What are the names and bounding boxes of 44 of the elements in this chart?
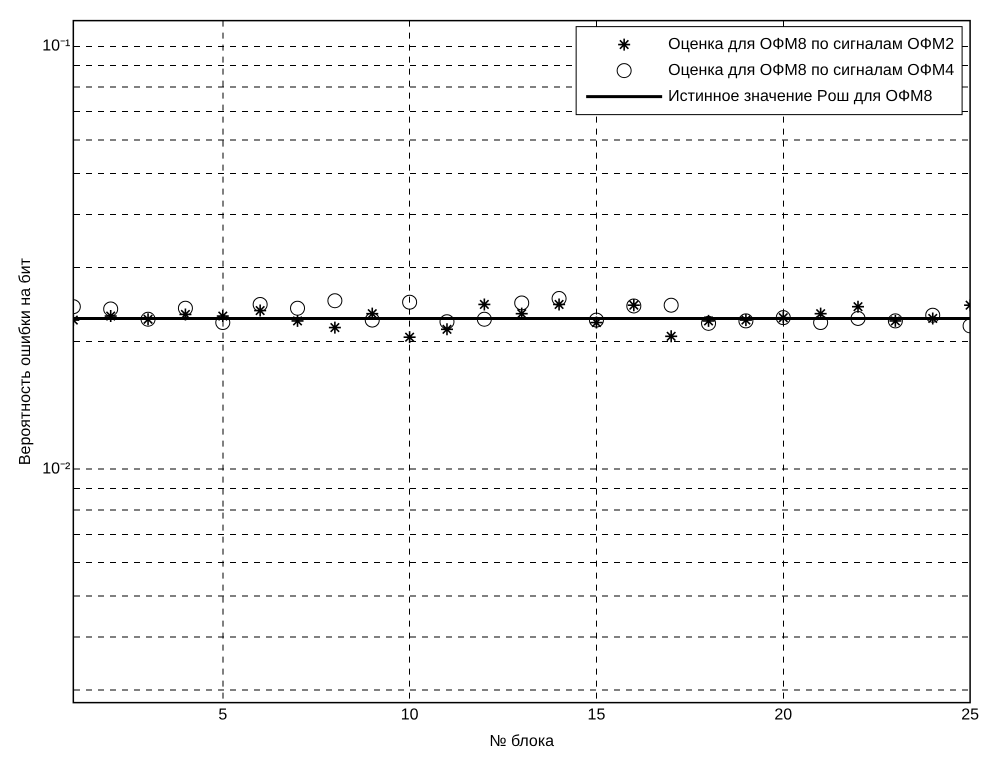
legend-label: Оценка для ОФМ8 по сигналам ОФМ4 (668, 62, 954, 80)
x-tick-label: 20 (774, 706, 792, 724)
point (103, 301, 118, 316)
point (402, 330, 416, 344)
point (588, 312, 604, 328)
point (701, 316, 716, 331)
point (552, 291, 567, 306)
point (290, 314, 304, 328)
point (215, 315, 230, 330)
point (664, 329, 678, 344)
x-tick-label: 15 (588, 706, 606, 724)
point (850, 310, 866, 326)
point (327, 293, 342, 308)
point (664, 298, 679, 313)
point (252, 296, 268, 312)
point (178, 300, 193, 316)
point (590, 316, 604, 330)
point (364, 312, 380, 328)
point (440, 322, 454, 336)
point (851, 300, 865, 314)
y-tick-label: 10⁻¹ (42, 38, 70, 55)
point (552, 298, 566, 312)
point (253, 304, 267, 318)
point (216, 309, 230, 323)
point (478, 298, 492, 312)
legend-label: Истинное значение Pош для ОФМ8 (668, 88, 932, 106)
point (813, 315, 828, 330)
point (476, 312, 492, 327)
x-axis-title: № блока (489, 732, 554, 750)
point (328, 320, 342, 334)
point (178, 308, 192, 322)
x-tick-label: 5 (218, 706, 228, 724)
x-tick-label: 10 (400, 706, 419, 724)
point (104, 309, 118, 323)
point (925, 308, 940, 323)
point (702, 314, 716, 328)
point (402, 294, 418, 310)
y-axis-title: Вероятность ошибки на бит (17, 257, 34, 466)
point (439, 314, 454, 330)
y-tick-label: 10⁻² (42, 460, 71, 478)
legend-label: Оценка для ОФМ8 по сигналам ОФМ2 (668, 36, 954, 54)
x-tick-label: 25 (961, 706, 980, 724)
point (514, 295, 530, 310)
point (290, 300, 306, 316)
